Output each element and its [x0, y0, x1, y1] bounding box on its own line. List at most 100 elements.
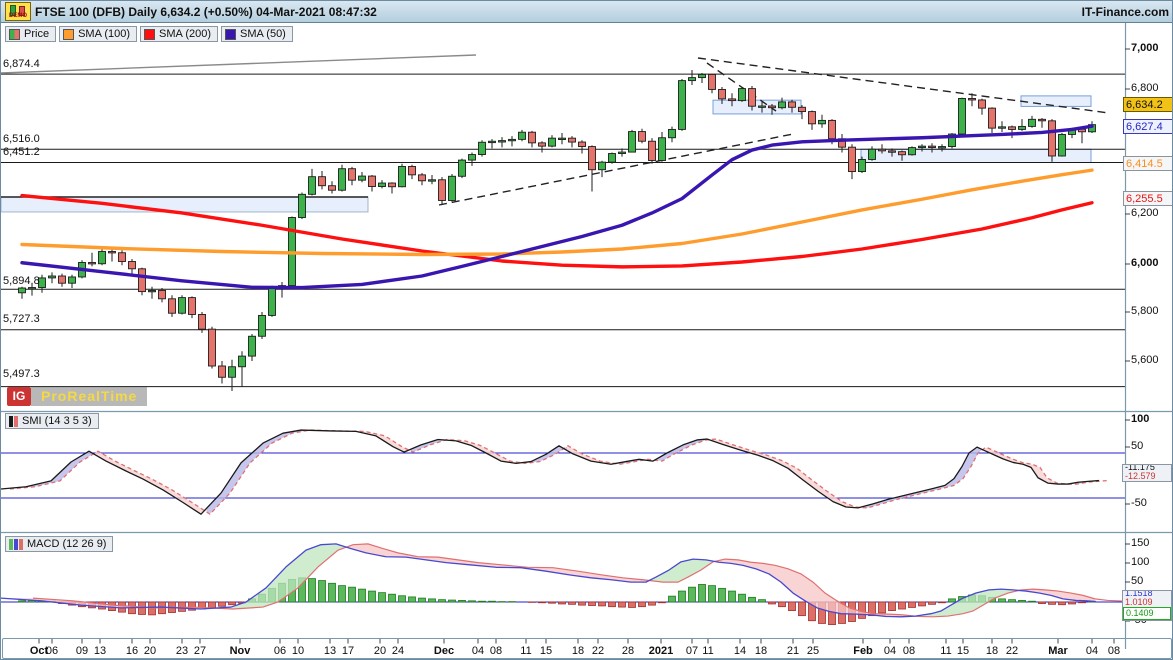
time-axis-tick-label: 06	[45, 645, 59, 657]
time-axis-tick-label: 10	[291, 645, 305, 657]
time-axis-tick-label: 09	[75, 645, 89, 657]
time-axis-tick-label: 18	[571, 645, 585, 657]
time-axis-tick-label: 22	[1005, 645, 1019, 657]
macd-value-badge-value: 1.1518	[1125, 590, 1153, 598]
candle-up-glyph	[10, 5, 16, 16]
time-axis-tick-label: 16	[125, 645, 139, 657]
legend-chip-label: SMA (100)	[78, 28, 131, 40]
drawn-level-price-label: 5,497.3	[3, 368, 40, 380]
brand-link[interactable]: IT-Finance.com	[1081, 5, 1169, 19]
time-axis-tick-label: 13	[323, 645, 337, 657]
price-axis-tick-label: -50	[1131, 497, 1147, 509]
smi-icon	[9, 415, 18, 427]
legend-chip-label: SMA (200)	[159, 28, 211, 40]
time-axis-tick-label: 27	[193, 645, 207, 657]
price-axis-tick-label: 5,600	[1131, 354, 1159, 366]
legend-chip-label: Price	[24, 28, 50, 40]
time-axis-tick-label: Mar	[1048, 645, 1068, 657]
price-axis-tick-label: 100	[1131, 413, 1150, 425]
drawn-level-price-label: 6,516.0	[3, 133, 40, 145]
candles	[18, 70, 1096, 391]
price-axis-tick-label: 150	[1131, 537, 1150, 549]
ig-logo: IG	[7, 387, 31, 406]
macd-label: MACD (12 26 9)	[27, 538, 107, 550]
candle-down-glyph	[19, 6, 25, 16]
time-axis-tick-label: 15	[539, 645, 553, 657]
smi-label: SMI (14 3 5 3)	[22, 415, 92, 427]
legend-chip-price[interactable]: Price	[5, 26, 57, 42]
time-axis[interactable]	[2, 638, 1172, 659]
smi-value-badge-value: -12.579	[1125, 471, 1156, 481]
smi-indicator-chip[interactable]: SMI (14 3 5 3)	[5, 413, 99, 429]
sma-swatch-icon	[63, 28, 75, 40]
time-axis-tick-label: 20	[143, 645, 157, 657]
last-value-badge: 6,255.5	[1123, 191, 1172, 206]
time-axis-tick-label: 11	[520, 645, 532, 657]
macd-panel	[1, 543, 1129, 626]
demo-label: DEMO	[9, 13, 27, 19]
drawn-horizontal-levels	[1, 73, 1125, 388]
time-axis-tick-label: Feb	[853, 645, 873, 657]
prorealtime-logo: ProRealTime	[31, 387, 148, 406]
time-axis-tick-label: 18	[985, 645, 999, 657]
time-axis-tick-label: 23	[175, 645, 189, 657]
drawn-level-price-label: 5,894.8	[3, 275, 40, 287]
time-axis-tick-label: 06	[273, 645, 287, 657]
prorealtime-watermark: IG ProRealTime	[7, 387, 148, 406]
price-axis-tick-label: 5,800	[1131, 305, 1159, 317]
time-axis-tick-label: 11	[702, 645, 714, 657]
macd-icon	[9, 538, 23, 550]
macd-value-badge-value: 1.0109	[1125, 597, 1153, 607]
time-axis-tick-label: 08	[902, 645, 916, 657]
drawn-level-price-label: 5,727.3	[3, 313, 40, 325]
time-axis-tick-label: 2021	[648, 645, 674, 657]
time-axis-tick-label: 04	[883, 645, 897, 657]
price-axis-tick-label: 6,800	[1131, 82, 1159, 94]
smi-panel	[1, 429, 1125, 516]
time-axis-tick-label: 21	[786, 645, 800, 657]
title-bar: DEMO FTSE 100 (DFB) Daily 6,634.2 (+0.50…	[1, 1, 1172, 23]
sma-swatch-icon	[144, 28, 156, 40]
moving-averages	[20, 124, 1094, 290]
price-axis-tick-label: 50	[1131, 440, 1144, 452]
demo-account-icon: DEMO	[5, 2, 31, 21]
time-axis-tick-label: 04	[1085, 645, 1099, 657]
trendlines	[1, 54, 1110, 206]
overlay-legend: Price SMA (100) SMA (200) SMA (50)	[5, 26, 293, 42]
price-axis-tick-label: 7,000	[1131, 42, 1159, 54]
last-value-badge: 6,627.4	[1123, 119, 1172, 134]
price-swatch-icon	[9, 28, 20, 40]
time-axis-tick-label: 18	[754, 645, 768, 657]
macd-value-badge: 1.1518 1.0109 0.1409	[1122, 590, 1172, 621]
time-axis-tick-label: 28	[621, 645, 635, 657]
sma-swatch-icon	[225, 28, 236, 40]
time-axis-tick-label: 07	[685, 645, 699, 657]
time-axis-tick-label: 14	[733, 645, 747, 657]
legend-chip-sma-50-[interactable]: SMA (50)	[221, 26, 293, 42]
macd-indicator-chip[interactable]: MACD (12 26 9)	[5, 536, 114, 552]
time-axis-tick-label: Dec	[433, 645, 455, 657]
time-axis-tick-label: 20	[373, 645, 387, 657]
smi-value-badge: -11.175 -12.579	[1122, 464, 1172, 482]
time-axis-tick-label: 22	[591, 645, 605, 657]
time-axis-tick-label: 04	[471, 645, 485, 657]
time-axis-tick-label: 17	[341, 645, 355, 657]
instrument-title: FTSE 100 (DFB) Daily 6,634.2 (+0.50%) 04…	[35, 5, 377, 19]
macd-value-badge-value: 0.1409	[1123, 607, 1171, 620]
last-value-badge: 6,414.5	[1123, 156, 1172, 171]
time-axis-tick-label: 08	[1107, 645, 1121, 657]
time-axis-tick-label: 08	[489, 645, 503, 657]
drawn-level-price-label: 6,874.4	[3, 58, 40, 70]
legend-chip-label: SMA (50)	[240, 28, 286, 40]
time-axis-tick-label: 25	[806, 645, 820, 657]
legend-chip-sma-100-[interactable]: SMA (100)	[59, 26, 138, 42]
time-axis-tick-label: 13	[93, 645, 107, 657]
last-value-badge: 6,634.2	[1123, 97, 1172, 112]
time-axis-tick-label: 15	[956, 645, 970, 657]
time-axis-tick-label: Oct	[29, 645, 49, 657]
frame-lines	[1, 23, 1172, 649]
legend-chip-sma-200-[interactable]: SMA (200)	[140, 26, 218, 42]
price-axis-tick-label: 50	[1131, 575, 1144, 587]
